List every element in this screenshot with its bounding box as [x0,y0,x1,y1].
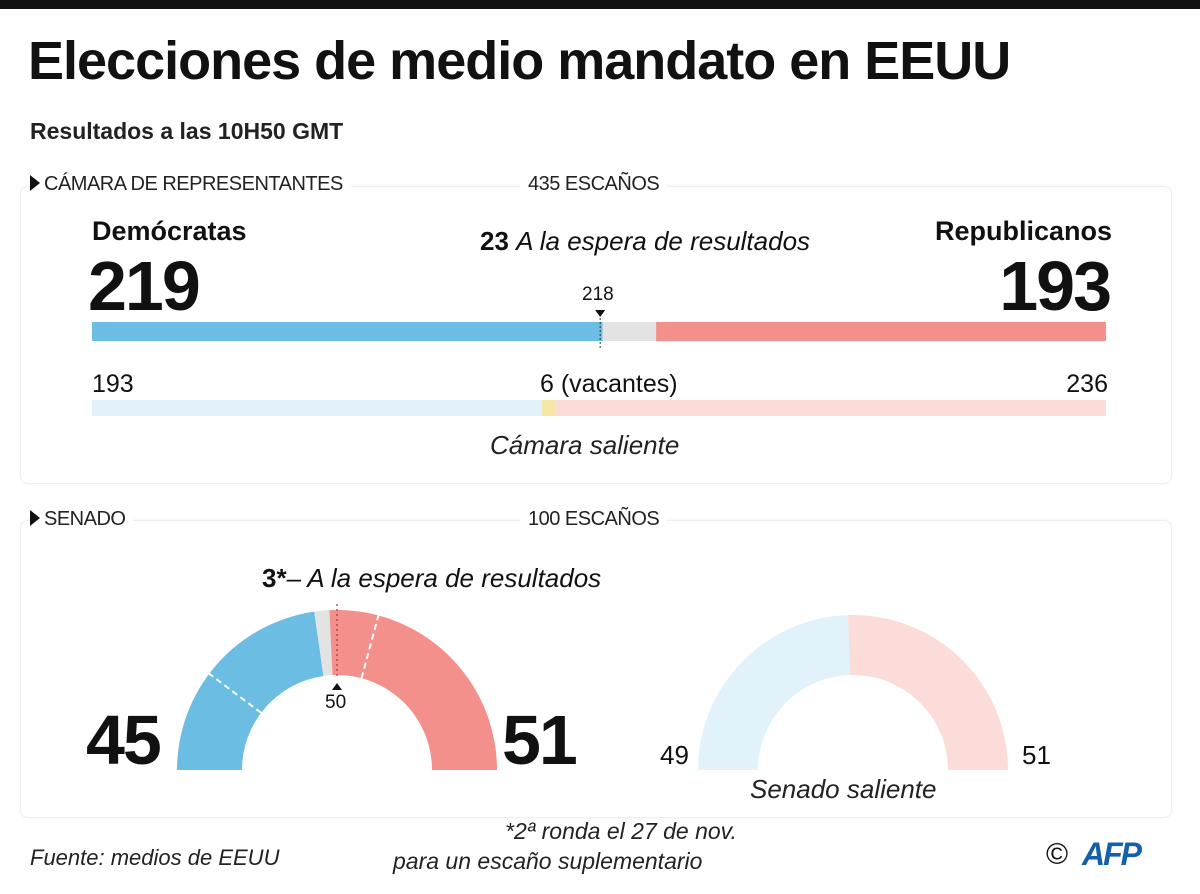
senate-dem-count: 45 [86,701,162,779]
senate-dem-divider [208,672,262,714]
afp-logo: AFP [1082,836,1142,872]
house-pending: 23 A la espera de resultados [480,226,810,257]
house-pending-label: A la espera de resultados [516,226,811,256]
copyright-icon: © [1046,838,1069,871]
senate-rep-divider [360,615,380,679]
house-majority-label: 218 [582,284,614,305]
senate-outgoing-slice-1 [848,614,1008,770]
house-bar-2 [656,322,1106,341]
house-majority-marker [595,310,606,317]
senate-pending-label: – A la espera de resultados [286,563,602,593]
senate-outgoing-slice-0 [698,615,851,770]
house-outgoing-bar-1 [541,400,556,416]
house-out-dem: 193 [92,370,134,398]
senate-out-dem: 49 [660,740,689,770]
senate-outgoing-label: Senado saliente [750,774,937,804]
senate-section-label: SENADO [30,508,134,531]
house-pending-count: 23 [480,226,509,256]
page-title: Elecciones de medio mandato en EEUU [28,31,1011,91]
senate-majority-label: 50 [325,692,347,713]
house-section-label: CÁMARA DE REPRESENTANTES [30,173,351,196]
footnote-1: *2ª ronda el 27 de nov. [505,818,737,844]
house-bar-0 [92,322,603,341]
senate-out-rep: 51 [1022,740,1051,770]
senate-pending-count: 3* [262,563,287,593]
house-outgoing-label: Cámara saliente [490,430,680,460]
house-seats: 435 ESCAÑOS [520,173,668,196]
house-rep-label: Republicanos [934,216,1112,246]
subtitle: Resultados a las 10H50 GMT [30,118,344,144]
top-rule [0,0,1200,9]
house-rep-count: 193 [999,247,1112,325]
house-outgoing-bar-2 [555,400,1106,416]
senate-seats: 100 ESCAÑOS [520,508,668,531]
source: Fuente: medios de EEUU [30,845,280,870]
house-out-vacant: 6 (vacantes) [540,370,678,398]
house-dem-label: Demócratas [92,216,247,246]
senate-pending: 3*– A la espera de resultados [262,563,601,594]
senate-majority-marker [332,683,342,690]
footnote-2: para un escaño suplementario [393,848,703,874]
house-outgoing-bar-0 [92,400,542,416]
senate-rep-count: 51 [502,701,578,779]
house-out-rep: 236 [1066,370,1108,398]
senate-section-text: SENADO [44,508,126,530]
triangle-icon [30,510,40,526]
senate-slice-1 [314,610,333,676]
senate-slice-2 [329,610,497,770]
senate-slice-0 [177,611,324,770]
house-bar-1 [602,322,657,341]
triangle-icon [30,175,40,191]
house-dem-count: 219 [88,247,201,325]
house-section-text: CÁMARA DE REPRESENTANTES [44,173,343,195]
